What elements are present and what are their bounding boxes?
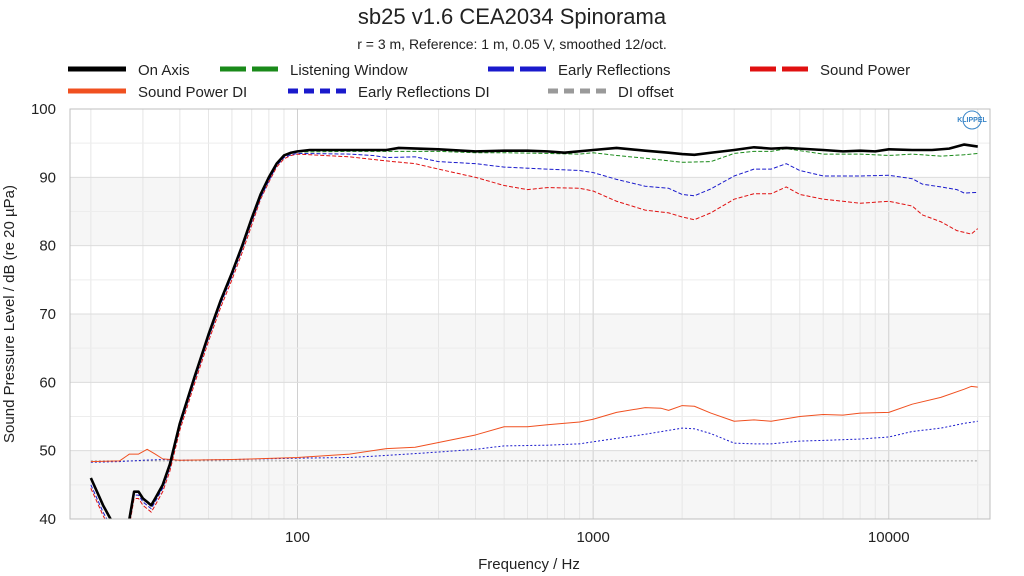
legend-label: DI offset (618, 84, 674, 101)
x-tick-label: 1000 (576, 529, 609, 546)
legend-label: On Axis (138, 62, 190, 79)
legend-item: On Axis (68, 62, 190, 79)
y-tick-label: 50 (39, 443, 56, 460)
series-line-sound-power (90, 153, 979, 519)
plot-frame (69, 108, 991, 520)
grid (70, 109, 990, 519)
legend-item: Sound Power DI (68, 84, 247, 101)
x-tick-label: 10000 (868, 529, 910, 546)
legend-label: Sound Power DI (138, 84, 247, 101)
series-line-on-axis (89, 143, 978, 519)
y-tick-label: 80 (39, 238, 56, 255)
legend: On Axis Listening Window Early Reflections… (68, 62, 910, 101)
klippel-logo: KLIPPEL (957, 110, 988, 130)
x-axis-label: Frequency / Hz (478, 556, 580, 573)
legend-item: DI offset (548, 84, 674, 101)
legend-item: Listening Window (220, 62, 408, 79)
series-layer (89, 143, 979, 519)
legend-item: Early Reflections (488, 62, 671, 79)
legend-label: Listening Window (290, 62, 408, 79)
x-tick-label: 100 (285, 529, 310, 546)
legend-item: Early Reflections DI (288, 84, 490, 101)
y-tick-label: 100 (31, 101, 56, 118)
series-line-early-reflections (90, 152, 978, 519)
y-tick-label: 40 (39, 511, 56, 528)
chart-title: sb25 v1.6 CEA2034 Spinorama (358, 4, 667, 29)
tick-labels: 40 50 60 70 80 90 100 100 1000 10000 (31, 101, 910, 546)
legend-label: Early Reflections DI (358, 84, 490, 101)
legend-label: Sound Power (820, 62, 910, 79)
legend-label: Early Reflections (558, 62, 671, 79)
y-tick-label: 70 (39, 306, 56, 323)
axes (69, 108, 991, 520)
klippel-logo-text: KLIPPEL (957, 117, 987, 124)
y-axis-label: Sound Pressure Level / dB (re 20 µPa) (1, 185, 18, 443)
y-tick-label: 90 (39, 169, 56, 186)
chart-subtitle: r = 3 m, Reference: 1 m, 0.05 V, smoothe… (357, 36, 667, 52)
y-tick-label: 60 (39, 374, 56, 391)
legend-item: Sound Power (750, 62, 910, 79)
